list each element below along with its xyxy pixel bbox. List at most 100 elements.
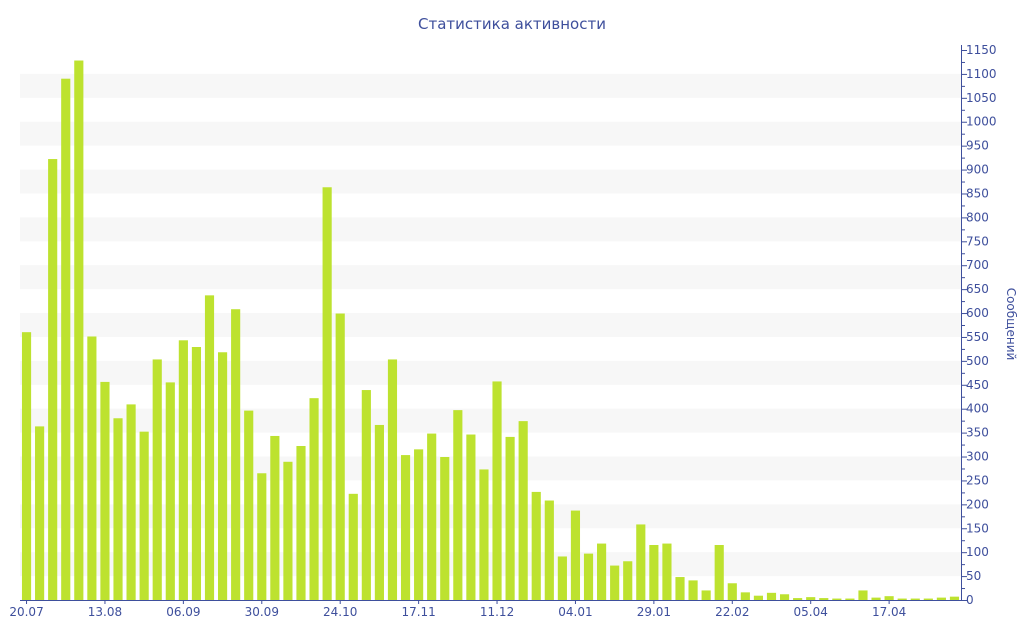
bar [335, 313, 345, 600]
y-tick-label: 500 [966, 354, 989, 368]
bar [936, 597, 946, 600]
bar [688, 580, 698, 600]
x-tick-label: 13.08 [88, 605, 122, 619]
y-tick-label: 400 [966, 402, 989, 416]
bar [126, 404, 136, 600]
axes: 0 50 100 150 200 250 300 350 400 450 500 550 600 650 7… [9, 43, 996, 619]
grid-band [20, 217, 961, 242]
y-tick-label: 900 [966, 163, 989, 177]
x-tick-label: 17.11 [401, 605, 435, 619]
y-tick-label: 1100 [966, 67, 997, 81]
bar [87, 336, 97, 600]
y-tick-label: 1150 [966, 43, 997, 57]
bar [779, 594, 790, 600]
bar [466, 434, 476, 600]
x-tick-label: 11.12 [480, 605, 514, 619]
bar [309, 398, 319, 600]
grid-band [20, 265, 961, 290]
bar [270, 435, 280, 600]
bar [348, 493, 358, 600]
bar [374, 424, 384, 600]
bar [518, 421, 528, 600]
bar [400, 455, 411, 600]
y-tick-label: 1000 [966, 115, 997, 129]
bar [636, 524, 646, 600]
grid-band [20, 552, 961, 577]
bar [949, 596, 960, 600]
bar [806, 597, 816, 600]
bar [623, 561, 633, 600]
bar [387, 359, 398, 600]
bar [858, 590, 868, 600]
bar [766, 592, 777, 600]
grid-band [20, 504, 961, 529]
bar [21, 332, 32, 600]
y-tick-label: 200 [966, 497, 989, 511]
bar [218, 352, 228, 600]
y-tick-label: 1050 [966, 91, 997, 105]
bar [244, 410, 254, 600]
bar [414, 449, 424, 600]
y-tick-label: 750 [966, 234, 989, 248]
bar [923, 598, 933, 600]
bar [505, 436, 515, 600]
bar [727, 583, 737, 600]
bar [48, 159, 58, 601]
bar [35, 426, 45, 600]
bar [178, 340, 188, 600]
bar [100, 381, 110, 600]
bar [557, 556, 567, 600]
bar [845, 598, 855, 600]
x-tick-label: 05.04 [794, 605, 828, 619]
bar [597, 543, 607, 600]
bar [165, 382, 175, 600]
y-tick-label: 600 [966, 306, 989, 320]
bar [675, 577, 685, 600]
x-tick-label: 06.09 [166, 605, 200, 619]
bar [139, 431, 149, 600]
bar [427, 433, 437, 600]
y-tick-label: 250 [966, 473, 989, 487]
y-tick-label: 850 [966, 186, 989, 200]
bar [113, 418, 123, 600]
y-tick-label: 0 [966, 593, 974, 607]
bar [191, 347, 202, 600]
bar [897, 598, 907, 600]
y-tick-label: 150 [966, 521, 989, 535]
grid-band [20, 313, 961, 337]
y-tick-label: 50 [966, 569, 981, 583]
x-tick-label: 22.02 [715, 605, 749, 619]
bar [479, 469, 489, 600]
y-tick-label: 300 [966, 450, 989, 464]
bar [453, 410, 463, 600]
bar [740, 592, 750, 600]
bar [296, 446, 306, 600]
bar [570, 510, 581, 600]
bar [544, 500, 554, 600]
bar [322, 187, 332, 600]
bar [662, 543, 672, 600]
grid-band [20, 73, 961, 98]
bar [701, 590, 711, 600]
y-tick-label: 650 [966, 282, 989, 296]
y-tick-label: 800 [966, 210, 989, 224]
y-tick-label: 550 [966, 330, 989, 344]
bar [257, 473, 267, 600]
bar [649, 545, 659, 600]
grid-bands [20, 73, 961, 577]
x-tick-label: 30.09 [245, 605, 279, 619]
x-tick-label: 29.01 [637, 605, 671, 619]
bar [871, 597, 881, 600]
bar [753, 595, 763, 600]
bar [74, 60, 84, 601]
chart-title: Статистика активности [418, 15, 606, 33]
bar [492, 381, 502, 600]
bar [910, 598, 920, 600]
bar [531, 491, 541, 600]
grid-band [20, 360, 961, 385]
bar [152, 359, 162, 600]
grid-band [20, 169, 961, 194]
x-tick-label: 24.10 [323, 605, 357, 619]
bar [61, 78, 71, 600]
